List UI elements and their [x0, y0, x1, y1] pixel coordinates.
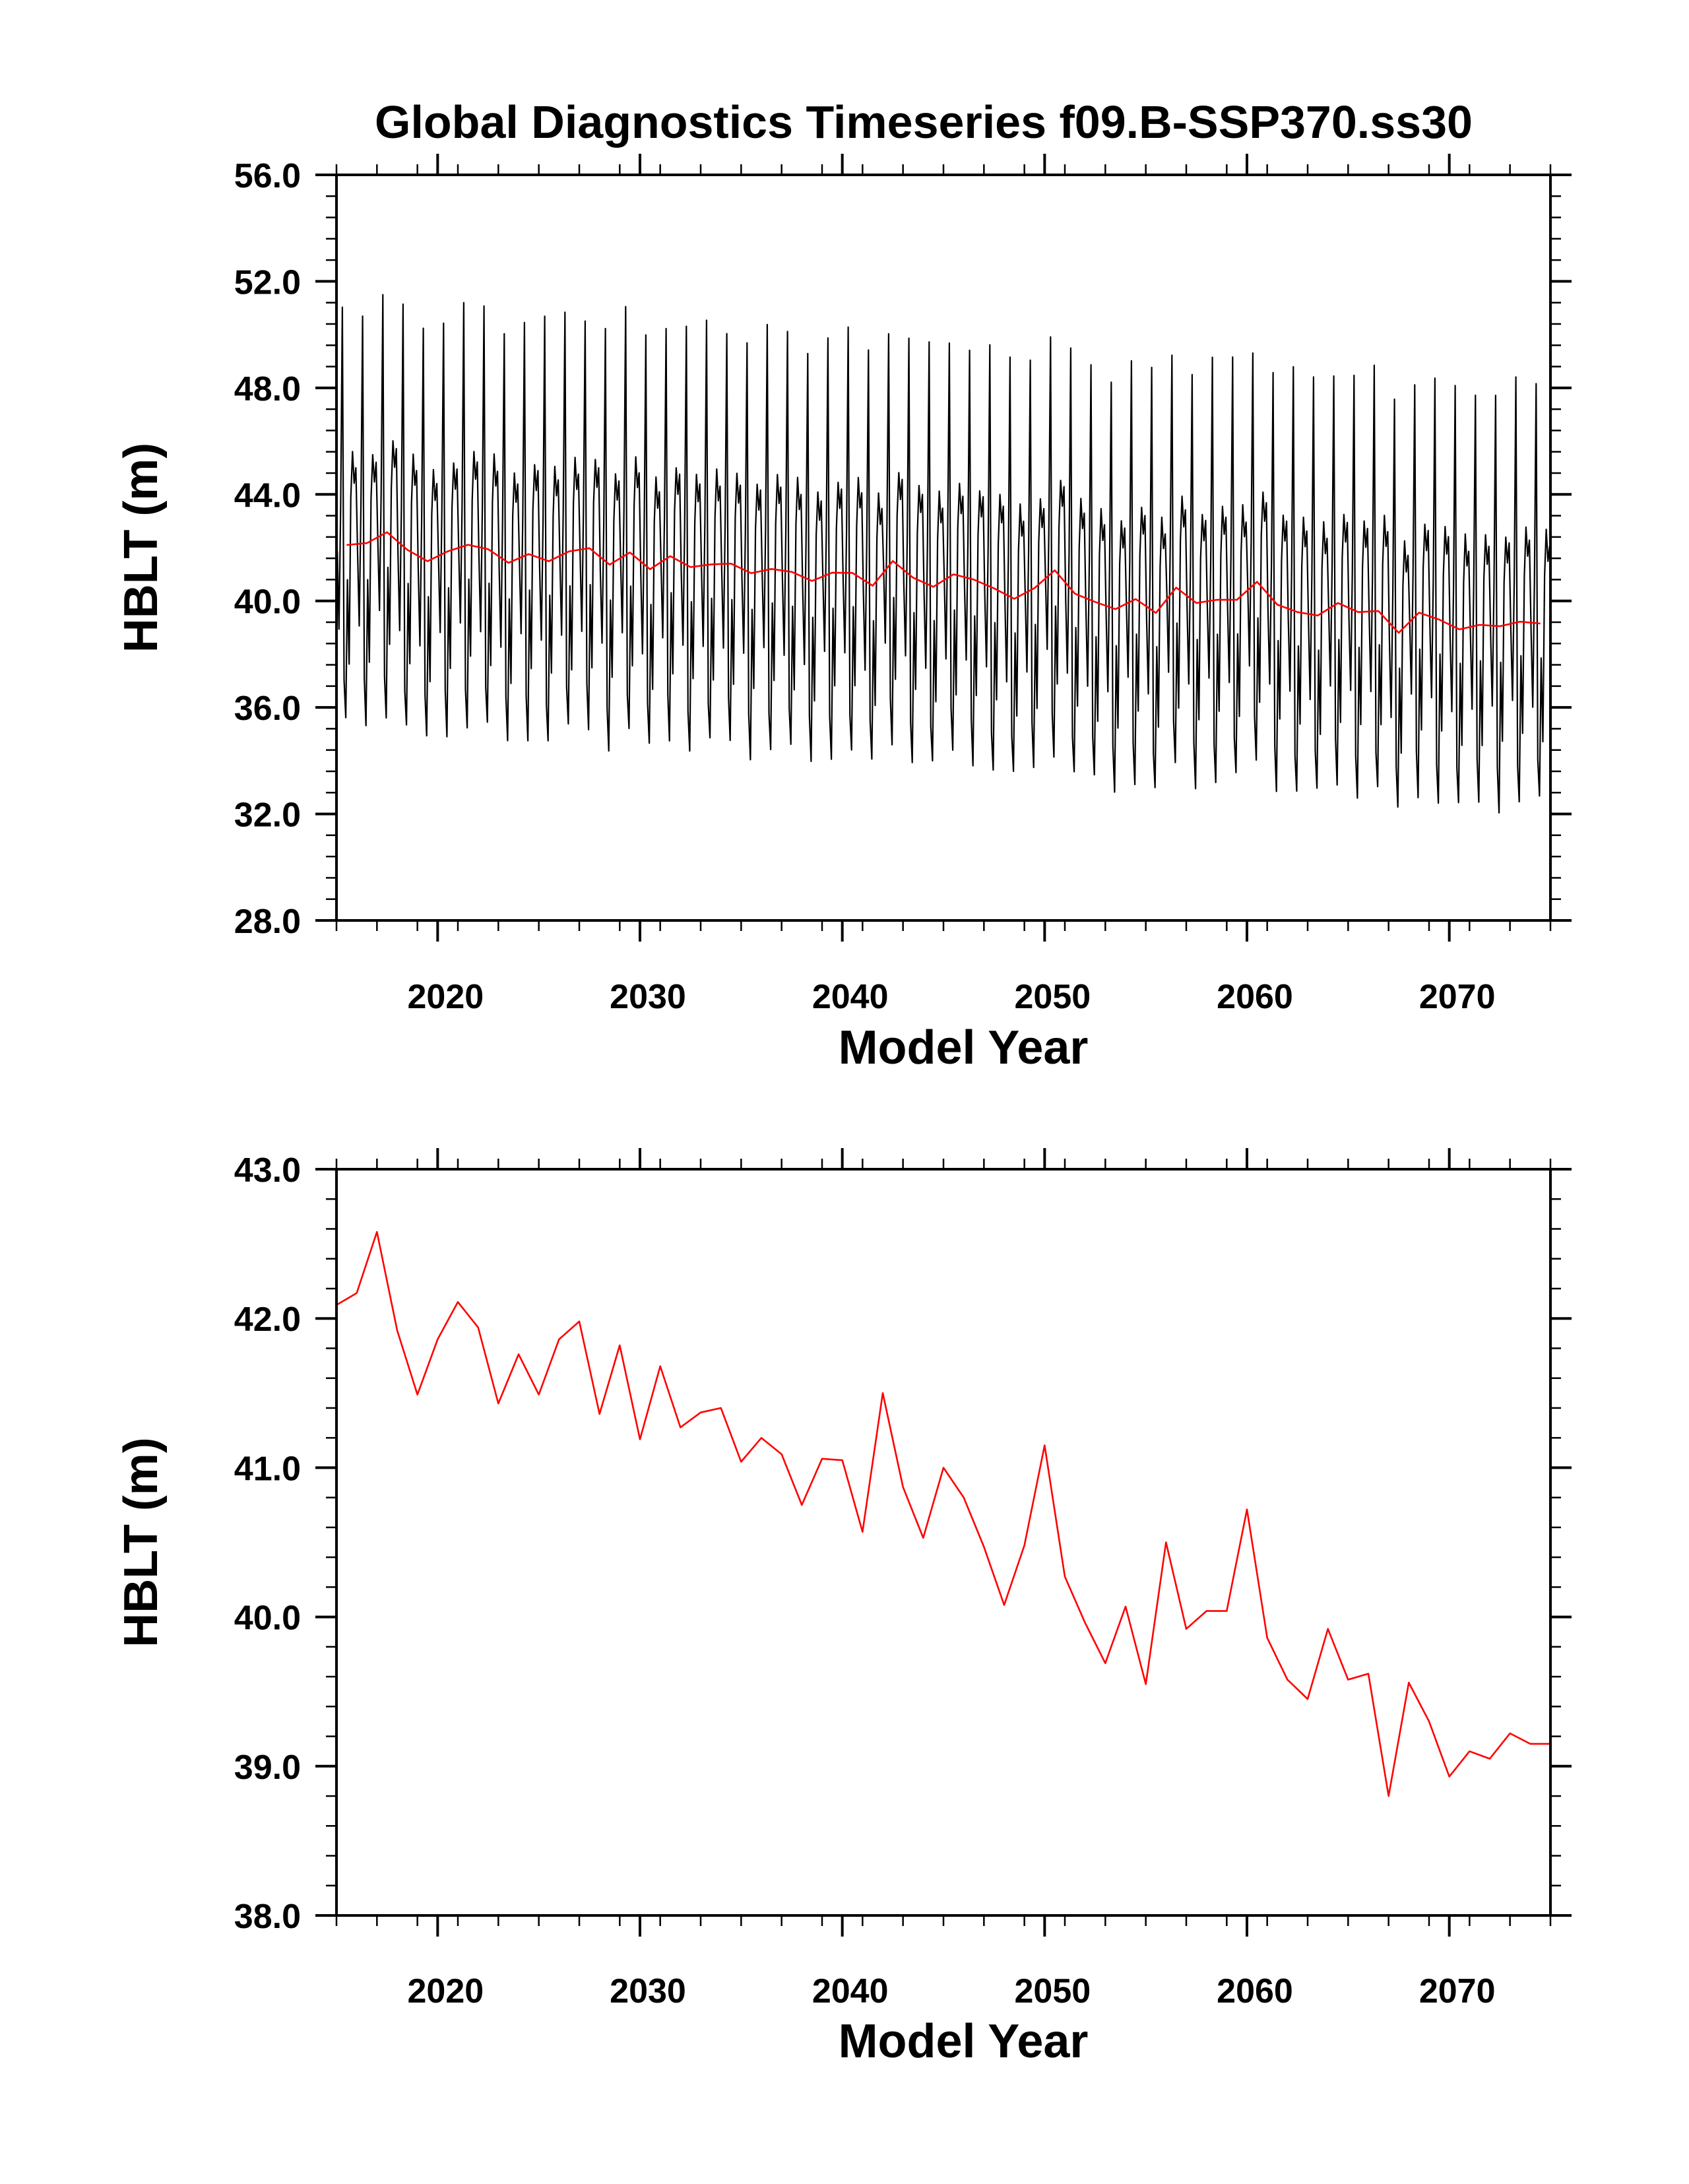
chart-title: Global Diagnostics Timeseries f09.B-SSP3…	[375, 96, 1473, 148]
x-axis-label: Model Year	[839, 2015, 1089, 2068]
x-tick-label: 2050	[1014, 978, 1091, 1016]
plot-frame	[335, 174, 1552, 922]
y-tick-label: 38.0	[234, 1898, 301, 1936]
series-line-monthly	[336, 294, 1550, 814]
x-tick-label: 2040	[812, 1972, 889, 2010]
x-tick-label: 2030	[610, 1972, 686, 2010]
tick-marks	[315, 154, 1572, 942]
y-tick-label: 42.0	[234, 1301, 301, 1339]
series-line-annual	[346, 531, 1541, 634]
y-tick-label: 52.0	[234, 263, 301, 302]
plot-frame	[335, 1168, 1552, 1917]
x-tick-label: 2060	[1217, 1972, 1293, 2010]
chart-panel-bottom: 38.0 39.0 40.0 41.0 42.0 43.0 2020 2030 2040 2050…	[115, 1148, 1572, 2068]
tick-labels: 28.0 32.0 36.0 40.0 44.0 48.0 52.0 56.0 2020 2030…	[234, 157, 1496, 1016]
y-axis-label: HBLT (m)	[115, 443, 168, 653]
y-tick-label: 39.0	[234, 1749, 301, 1787]
y-tick-label: 48.0	[234, 370, 301, 408]
y-tick-label: 44.0	[234, 476, 301, 515]
tick-marks	[315, 1148, 1572, 1937]
x-tick-label: 2040	[812, 978, 889, 1016]
x-tick-label: 2060	[1217, 978, 1293, 1016]
series-group	[336, 1231, 1550, 1797]
y-tick-label: 56.0	[234, 157, 301, 195]
y-tick-label: 28.0	[234, 903, 301, 941]
series-line-annual	[336, 1231, 1550, 1797]
x-tick-label: 2020	[407, 978, 484, 1016]
y-tick-label: 36.0	[234, 690, 301, 728]
y-axis-label: HBLT (m)	[115, 1437, 168, 1648]
y-tick-label: 40.0	[234, 1599, 301, 1638]
y-tick-label: 41.0	[234, 1450, 301, 1488]
y-tick-label: 40.0	[234, 583, 301, 622]
x-axis-label: Model Year	[839, 1021, 1089, 1074]
y-tick-label: 32.0	[234, 796, 301, 835]
x-tick-label: 2020	[407, 1972, 484, 2010]
x-tick-label: 2030	[610, 978, 686, 1016]
chart-panel-top: Global Diagnostics Timeseries f09.B-SSP3…	[115, 96, 1572, 1074]
y-tick-label: 43.0	[234, 1151, 301, 1190]
tick-labels: 38.0 39.0 40.0 41.0 42.0 43.0 2020 2030 2040 2050…	[234, 1151, 1496, 2010]
x-tick-label: 2070	[1419, 978, 1496, 1016]
series-group	[336, 294, 1550, 814]
x-tick-label: 2070	[1419, 1972, 1496, 2010]
x-tick-label: 2050	[1014, 1972, 1091, 2010]
